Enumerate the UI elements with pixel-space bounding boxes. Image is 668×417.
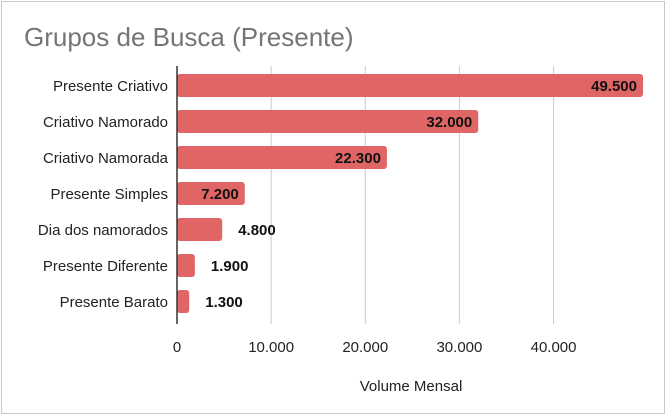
chart-title: Grupos de Busca (Presente)	[24, 22, 354, 52]
x-tick-label: 20.000	[342, 339, 388, 356]
bar	[177, 290, 190, 313]
value-label: 49.500	[591, 78, 637, 95]
category-label: Dia dos namorados	[38, 222, 168, 239]
bar	[177, 146, 387, 169]
value-label: 22.300	[335, 150, 381, 167]
value-label: 4.800	[238, 222, 276, 239]
value-label: 32.000	[426, 114, 472, 131]
x-tick-label: 30.000	[436, 339, 482, 356]
bar	[177, 254, 195, 277]
category-label: Presente Diferente	[43, 258, 168, 275]
bars	[177, 74, 643, 313]
category-label: Presente Simples	[50, 186, 168, 203]
value-labels: 49.500 32.000 22.300 7.200 4.800 1.900 1.300	[201, 78, 637, 311]
x-axis-title: Volume Mensal	[360, 378, 463, 395]
bar	[177, 218, 223, 241]
gridlines	[270, 66, 555, 324]
category-label: Presente Criativo	[53, 78, 168, 95]
value-label: 1.300	[205, 294, 243, 311]
bar	[177, 182, 245, 205]
value-label: 1.900	[211, 258, 249, 275]
value-label: 7.200	[201, 186, 239, 203]
x-tick-labels: 0 10.000 20.000 30.000 40.000	[173, 339, 577, 356]
category-labels: Presente Criativo Criativo Namorado Criati…	[38, 78, 169, 311]
x-tick-label: 40.000	[531, 339, 577, 356]
category-label: Criativo Namorada	[43, 150, 169, 167]
x-tick-label: 10.000	[248, 339, 294, 356]
bar	[177, 110, 479, 133]
x-tick-label: 0	[173, 339, 181, 356]
bar	[177, 74, 643, 97]
category-label: Presente Barato	[60, 294, 168, 311]
category-label: Criativo Namorado	[43, 114, 168, 131]
